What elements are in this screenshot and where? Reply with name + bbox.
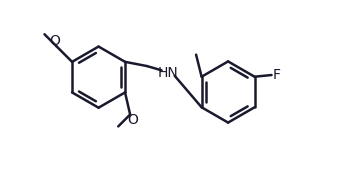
- Text: F: F: [273, 68, 281, 82]
- Text: O: O: [127, 114, 138, 128]
- Text: O: O: [50, 34, 61, 48]
- Text: HN: HN: [157, 66, 178, 80]
